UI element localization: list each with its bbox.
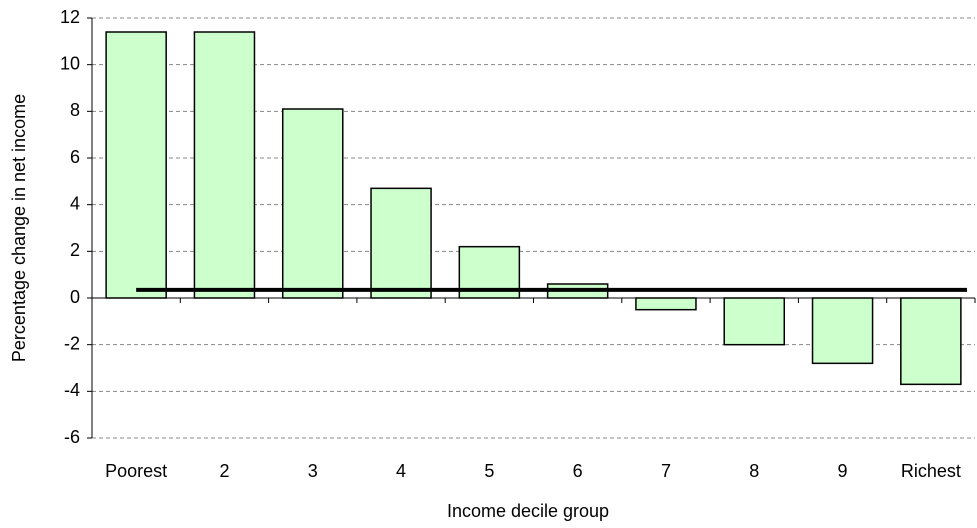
x-tick-label: 9 [838, 461, 848, 481]
y-tick-label: -6 [64, 427, 80, 447]
y-tick-label: 12 [60, 7, 80, 27]
bar [811, 297, 874, 365]
x-axis-title: Income decile group [447, 501, 609, 521]
y-tick-label: -4 [64, 380, 80, 400]
x-tick-label: 7 [661, 461, 671, 481]
bar [193, 31, 256, 299]
x-tick-label: 2 [219, 461, 229, 481]
y-tick-label: 6 [70, 147, 80, 167]
x-tick-label: Poorest [105, 461, 167, 481]
bar [281, 108, 344, 299]
y-tick-label: 0 [70, 287, 80, 307]
bar [723, 297, 786, 346]
y-tick-label: 2 [70, 240, 80, 260]
bar [635, 297, 697, 311]
x-tick-label: 3 [308, 461, 318, 481]
y-tick-label: -2 [64, 333, 80, 353]
y-axis-title: Percentage change in net income [9, 94, 29, 362]
x-tick-label: 8 [749, 461, 759, 481]
bar [370, 187, 432, 299]
x-tick-label: 6 [573, 461, 583, 481]
y-tick-label: 4 [70, 193, 80, 213]
x-tick-label: 5 [484, 461, 494, 481]
y-tick-label: 8 [70, 100, 80, 120]
bar [900, 297, 962, 386]
x-tick-label: Richest [901, 461, 961, 481]
x-tick-label: 4 [396, 461, 406, 481]
bar [105, 31, 167, 299]
y-tick-label: 10 [60, 53, 80, 73]
